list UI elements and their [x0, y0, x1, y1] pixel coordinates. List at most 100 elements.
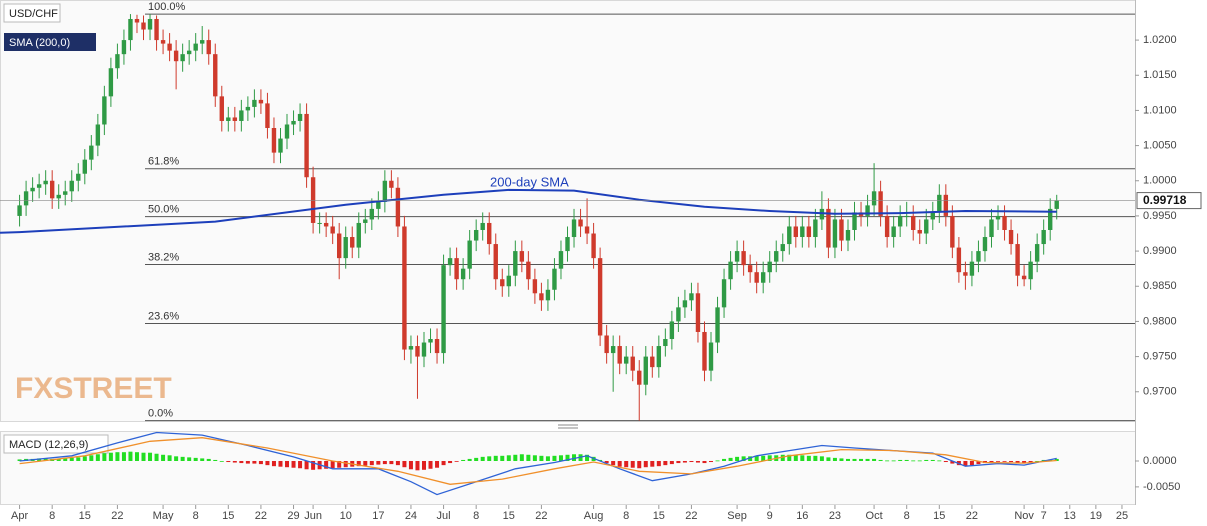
candle-body — [128, 18, 133, 41]
candle-body — [917, 229, 922, 234]
candle-body — [682, 300, 688, 308]
candle-body — [310, 177, 316, 223]
candle-body — [226, 117, 231, 121]
macd-panel — [0, 431, 1136, 505]
histogram-bar — [63, 458, 68, 461]
candle-body — [963, 272, 968, 276]
histogram-bar — [56, 458, 61, 461]
x-tick-label: Apr — [11, 510, 28, 522]
candle-body — [278, 138, 283, 153]
x-tick-label: 7 — [1041, 510, 1047, 522]
candle-body — [415, 346, 420, 357]
candle-body — [663, 339, 668, 347]
candle-body — [154, 18, 159, 41]
histogram-bar — [461, 459, 466, 461]
histogram-bar — [408, 460, 413, 470]
candle-body — [245, 106, 251, 111]
candle-body — [813, 219, 818, 238]
histogram-bar — [148, 452, 153, 461]
histogram-bar — [911, 460, 916, 462]
histogram-bar — [219, 460, 224, 462]
histogram-bar — [343, 460, 348, 468]
candle-body — [1028, 261, 1033, 280]
histogram-bar — [872, 458, 877, 461]
histogram-bar — [454, 460, 459, 462]
candle-body — [454, 258, 459, 280]
histogram-bar — [728, 457, 733, 461]
candle-body — [793, 226, 799, 238]
candle-body — [271, 128, 277, 153]
histogram-bar — [291, 460, 296, 468]
histogram-bar — [298, 460, 303, 469]
candle-body — [441, 265, 446, 354]
y-tick-label: 1.0000 — [1143, 175, 1177, 187]
histogram-bar — [715, 460, 720, 462]
candle-body — [330, 226, 335, 234]
histogram-bar — [800, 455, 805, 461]
candle-body — [871, 191, 877, 206]
indicator-label: SMA (200,0) — [9, 37, 70, 49]
candle-body — [571, 219, 577, 238]
histogram-bar — [271, 460, 276, 467]
histogram-bar — [813, 455, 818, 461]
candle-body — [610, 346, 616, 354]
x-tick-label: 24 — [405, 510, 417, 522]
histogram-bar — [663, 460, 668, 466]
x-tick-label: Jul — [437, 510, 451, 522]
histogram-bar — [650, 460, 655, 467]
candle-body — [95, 124, 101, 146]
candle-body — [558, 251, 564, 269]
candle-body — [36, 184, 42, 188]
candle-body — [852, 212, 857, 230]
histogram-bar — [917, 460, 922, 462]
histogram-bar — [924, 459, 929, 461]
histogram-bar — [604, 460, 609, 464]
candle-body — [382, 180, 388, 202]
candle-body — [982, 237, 988, 252]
candle-body — [291, 120, 296, 125]
candle-body — [669, 321, 675, 340]
x-tick-label: 22 — [111, 510, 123, 522]
candle-body — [1002, 215, 1007, 230]
candle-body — [747, 265, 753, 273]
candle-body — [969, 261, 975, 276]
candle-body — [637, 370, 642, 385]
candle-body — [506, 275, 511, 287]
candle-body — [878, 191, 883, 216]
candle-body — [754, 272, 759, 283]
histogram-bar — [585, 454, 590, 461]
candle-body — [239, 110, 244, 121]
candle-body — [487, 222, 492, 245]
candle-body — [643, 356, 648, 385]
candle-body — [428, 339, 433, 343]
candle-body — [656, 346, 662, 368]
candle-body — [937, 194, 942, 213]
fib-label: 38.2% — [148, 251, 179, 263]
candle-body — [702, 331, 707, 371]
candle-body — [317, 222, 322, 224]
panel-splitter — [558, 424, 578, 429]
candle-body — [1008, 229, 1014, 245]
histogram-bar — [996, 460, 1001, 462]
x-tick-label: 10 — [340, 510, 352, 522]
histogram-bar — [1002, 460, 1007, 462]
histogram-bar — [17, 459, 22, 461]
candle-body — [363, 219, 368, 223]
candle-body — [950, 215, 955, 248]
histogram-bar — [702, 460, 707, 464]
candle-body — [1048, 208, 1053, 230]
histogram-bar — [252, 460, 257, 464]
histogram-bar — [754, 455, 759, 461]
histogram-bar — [904, 459, 909, 461]
histogram-bar — [943, 460, 948, 463]
histogram-bar — [232, 460, 237, 463]
candle-body — [552, 268, 557, 290]
candle-body — [480, 222, 485, 230]
histogram-bar — [324, 460, 329, 469]
candle-body — [121, 40, 127, 55]
x-tick-label: 22 — [255, 510, 267, 522]
last-price-label: 0.99718 — [1143, 193, 1187, 207]
histogram-bar — [676, 460, 681, 464]
histogram-bar — [976, 460, 981, 465]
histogram-bar — [767, 455, 772, 461]
